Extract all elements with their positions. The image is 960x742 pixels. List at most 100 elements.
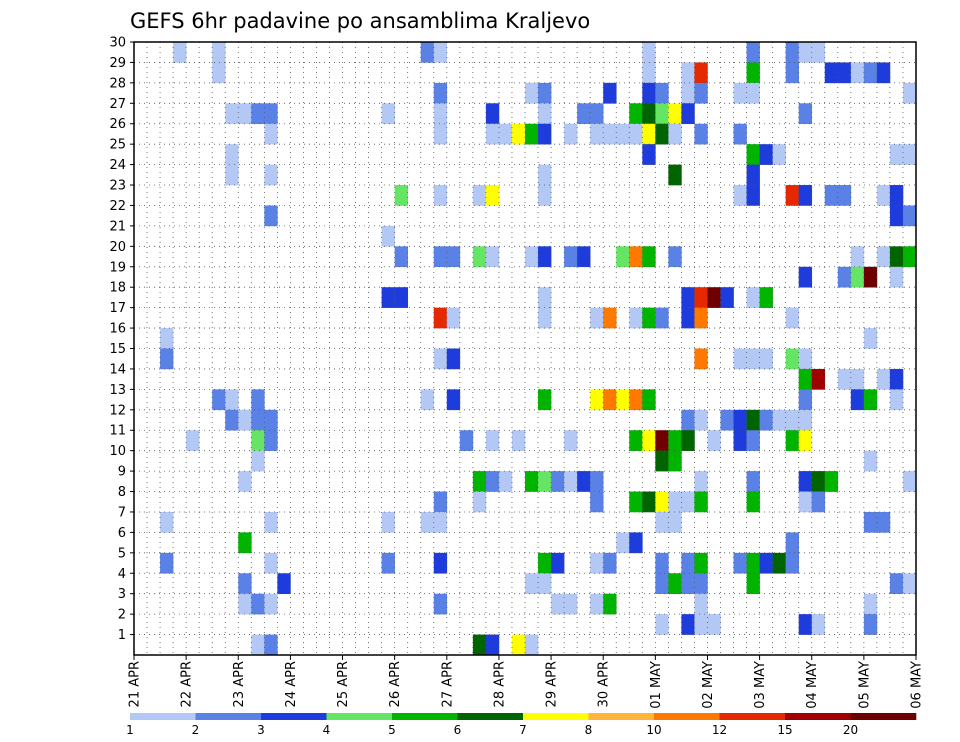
precip-cell: [498, 471, 513, 492]
y-tick-label: 17: [109, 301, 126, 316]
precip-cell: [225, 144, 239, 165]
precip-cell: [785, 409, 799, 431]
color-legend: 1 2 3 4 5 6 7 8 10 12 15 20: [126, 713, 917, 737]
x-tick-label: 22 APR: [180, 661, 195, 707]
precip-cell: [889, 266, 904, 288]
precip-cell: [902, 144, 917, 165]
precip-cell: [746, 430, 760, 451]
precip-cell: [746, 82, 760, 104]
precip-cell: [733, 348, 747, 370]
x-tick-label: 24 APR: [284, 661, 299, 707]
legend-label: 3: [257, 723, 265, 737]
precip-cell: [538, 185, 552, 206]
legend-label: 12: [712, 723, 727, 737]
precip-cell: [746, 573, 760, 594]
y-tick-label: 11: [109, 424, 126, 439]
precip-cell: [681, 409, 695, 431]
precip-cell: [433, 491, 448, 513]
precip-cell: [863, 389, 878, 411]
y-tick-label: 5: [118, 546, 126, 561]
legend-swatch: [654, 713, 720, 720]
precip-cell: [668, 491, 682, 513]
precip-cell: [694, 573, 708, 594]
precip-cell: [681, 82, 695, 104]
precip-cell: [264, 593, 278, 615]
precip-cell: [850, 368, 865, 390]
precip-cell: [772, 552, 786, 574]
precip-cell: [824, 185, 839, 206]
precip-cell: [616, 246, 630, 268]
precip-cell: [785, 185, 799, 206]
y-tick-label: 19: [109, 260, 126, 275]
precip-cell: [681, 430, 695, 451]
precip-cell: [472, 246, 487, 268]
precip-cell: [590, 471, 604, 492]
x-tick-label: 28 APR: [492, 661, 507, 707]
x-tick-label: 29 APR: [545, 661, 560, 707]
precip-cell: [225, 389, 239, 411]
precip-cell: [642, 246, 656, 268]
precip-cell: [511, 123, 526, 145]
precip-cell: [525, 573, 539, 594]
precip-cell: [538, 82, 552, 104]
precip-cell: [889, 205, 904, 227]
precip-cell: [746, 471, 760, 492]
y-tick-label: 18: [109, 281, 126, 296]
heatmap-cells: [160, 42, 917, 656]
precip-cell: [538, 287, 552, 308]
x-tick-label: 01 MAY: [649, 661, 664, 709]
precip-cell: [798, 185, 813, 206]
y-tick-label: 10: [109, 444, 126, 459]
chart-title: GEFS 6hr padavine po ansamblima Kraljevo: [130, 9, 590, 33]
precip-cell: [772, 144, 786, 165]
legend-label: 7: [519, 723, 527, 737]
precip-cell: [746, 348, 760, 370]
precip-cell: [590, 103, 604, 125]
precip-cell: [433, 103, 448, 125]
precip-cell: [603, 123, 617, 145]
precip-cell: [538, 573, 552, 594]
precip-cell: [733, 185, 747, 206]
y-tick-label: 14: [109, 362, 126, 377]
precip-cell: [590, 123, 604, 145]
precip-cell: [668, 511, 682, 533]
y-tick-label: 15: [109, 342, 126, 357]
precip-cell: [629, 246, 643, 268]
precip-cell: [798, 103, 813, 125]
precip-cell: [876, 185, 891, 206]
precip-cell: [681, 614, 695, 635]
precip-cell: [433, 593, 448, 615]
precip-cell: [525, 634, 539, 656]
precip-cell: [785, 532, 799, 554]
precip-cell: [251, 430, 265, 451]
precip-cell: [525, 123, 539, 145]
y-tick-label: 2: [118, 608, 126, 623]
precip-cell: [251, 409, 265, 431]
precip-cell: [902, 573, 917, 594]
precip-cell: [733, 552, 747, 574]
precip-cell: [564, 593, 578, 615]
precip-cell: [446, 348, 461, 370]
precip-cell: [277, 573, 291, 594]
precip-cell: [863, 614, 878, 635]
precip-cell: [472, 471, 487, 492]
precip-cell: [746, 185, 760, 206]
precip-cell: [420, 511, 435, 533]
precip-cell: [863, 62, 878, 84]
precip-cell: [485, 103, 500, 125]
legend-label: 15: [777, 723, 792, 737]
precip-cell: [746, 164, 760, 186]
precip-cell: [798, 491, 813, 513]
precip-cell: [681, 62, 695, 84]
precip-cell: [798, 266, 813, 288]
y-tick-label: 4: [118, 567, 126, 582]
precip-cell: [394, 185, 408, 206]
precip-cell: [264, 552, 278, 574]
precip-cell: [655, 430, 669, 451]
precip-cell: [433, 123, 448, 145]
precip-cell: [694, 62, 708, 84]
precip-cell: [720, 287, 734, 308]
precip-cell: [603, 389, 617, 411]
precip-cell: [798, 430, 813, 451]
